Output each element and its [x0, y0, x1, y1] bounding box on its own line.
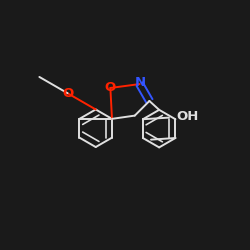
Text: OH: OH [177, 110, 199, 124]
Text: O: O [104, 81, 115, 94]
Text: N: N [135, 76, 146, 89]
Text: O: O [62, 87, 73, 100]
